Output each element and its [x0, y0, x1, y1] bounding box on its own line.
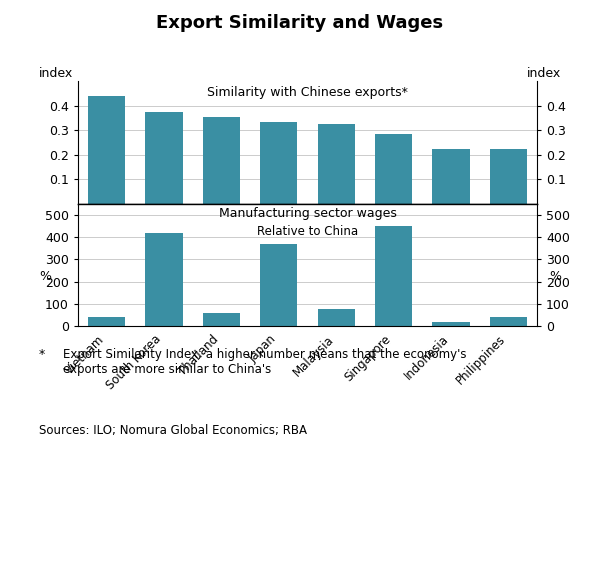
Bar [432, 321, 470, 326]
Text: Manufacturing sector wages: Manufacturing sector wages [218, 207, 397, 220]
Bar [145, 112, 183, 204]
Bar [88, 96, 125, 204]
Text: Export Similarity and Wages: Export Similarity and Wages [157, 14, 443, 32]
Text: Relative to China: Relative to China [257, 224, 358, 238]
Text: Similarity with Chinese exports*: Similarity with Chinese exports* [207, 87, 408, 99]
Text: Export Similarity Index; a higher number means that the economy's
exports are mo: Export Similarity Index; a higher number… [63, 348, 467, 377]
Text: *: * [39, 348, 45, 361]
Text: index: index [39, 67, 73, 80]
Bar [203, 312, 240, 326]
Bar [88, 317, 125, 326]
Bar [145, 233, 183, 326]
Bar [375, 226, 412, 326]
Text: Sources: ILO; Nomura Global Economics; RBA: Sources: ILO; Nomura Global Economics; R… [39, 424, 307, 437]
Bar [490, 149, 527, 204]
Bar [432, 149, 470, 204]
Bar [260, 244, 298, 326]
Bar [490, 317, 527, 326]
Text: index: index [527, 67, 561, 80]
Bar [203, 117, 240, 204]
Text: %: % [549, 270, 561, 283]
Text: %: % [39, 270, 51, 283]
Bar [375, 134, 412, 204]
Bar [317, 309, 355, 326]
Bar [260, 122, 298, 204]
Bar [317, 124, 355, 204]
